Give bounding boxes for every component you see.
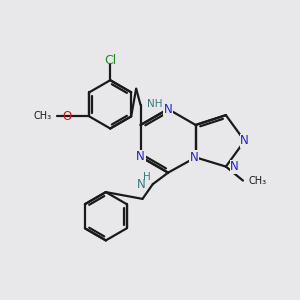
Text: NH: NH: [147, 99, 163, 109]
Text: N: N: [136, 150, 145, 163]
Text: CH₃: CH₃: [248, 176, 266, 186]
Text: N: N: [230, 160, 239, 173]
Text: N: N: [190, 151, 199, 164]
Text: CH₃: CH₃: [34, 111, 52, 122]
Text: N: N: [164, 103, 172, 116]
Text: N: N: [137, 178, 146, 191]
Text: N: N: [240, 134, 249, 147]
Text: Cl: Cl: [104, 54, 116, 67]
Text: H: H: [143, 172, 150, 182]
Text: O: O: [62, 110, 72, 123]
